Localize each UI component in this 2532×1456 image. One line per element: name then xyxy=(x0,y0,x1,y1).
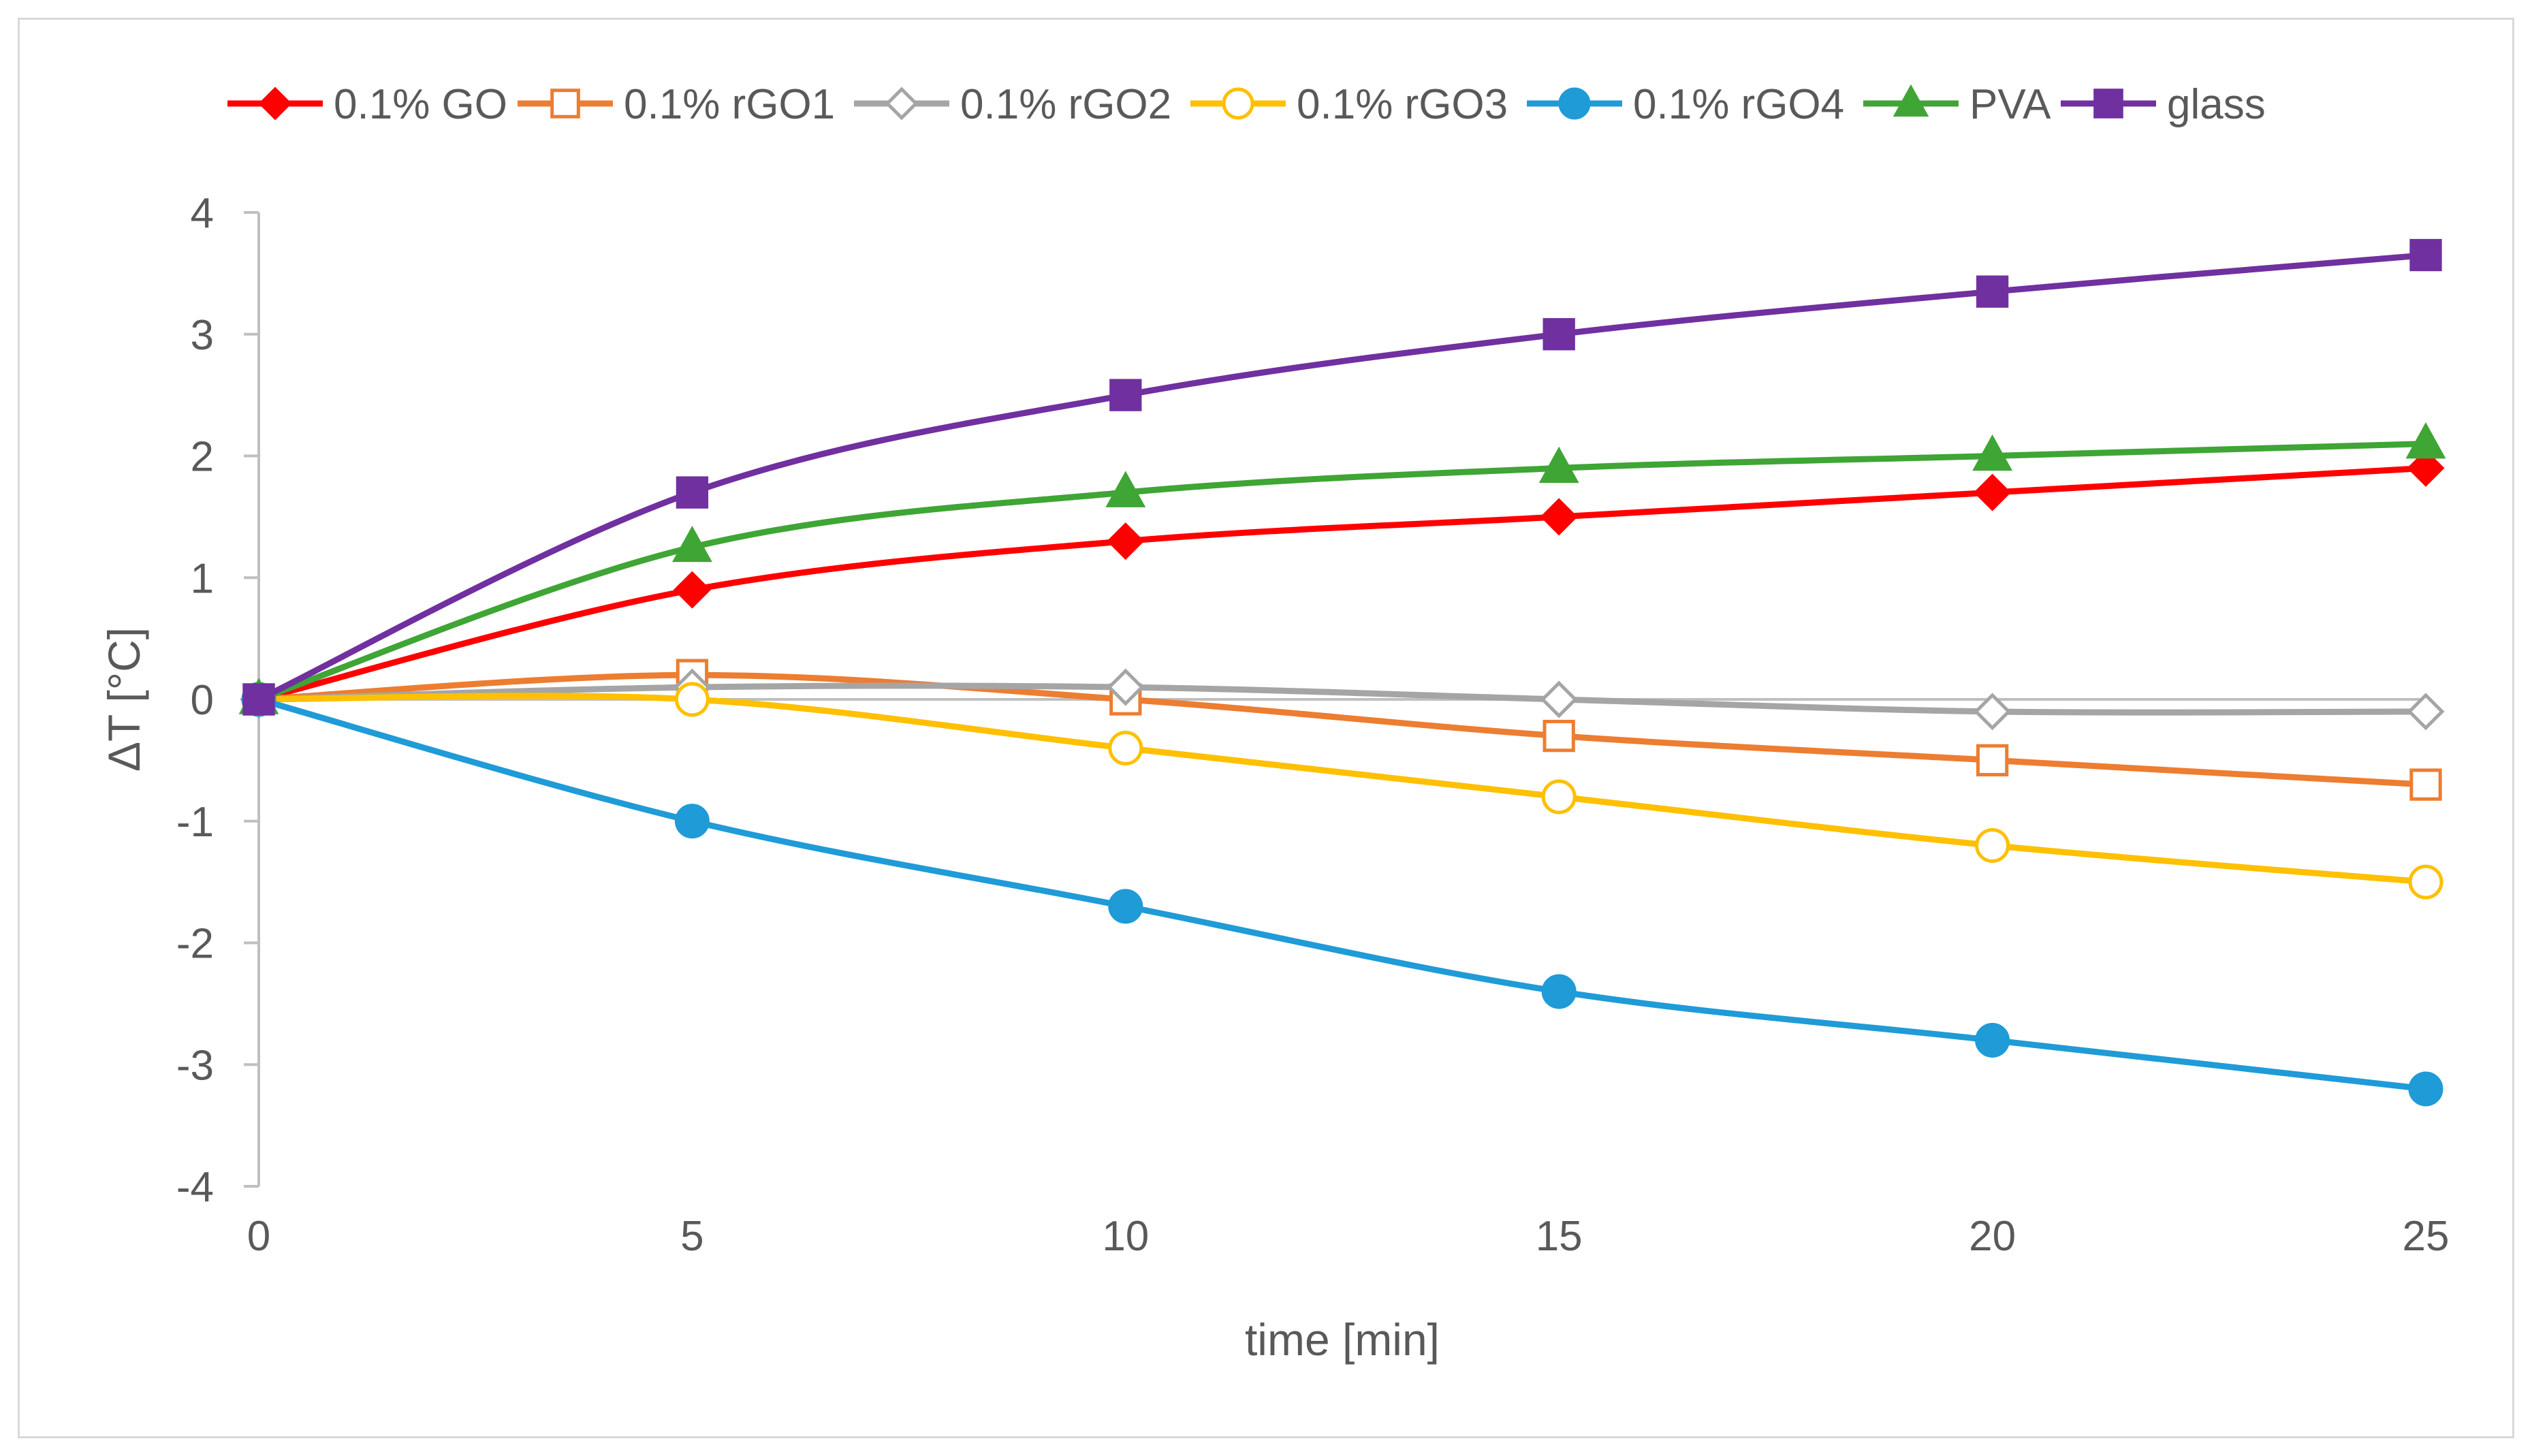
data-point xyxy=(2407,693,2445,731)
y-tick-label: -1 xyxy=(176,799,214,846)
axes: -4 -3 -2 -1 0 1 2 3 4 0 5 10 15 20 25 time [min] ΔT [… xyxy=(99,190,2449,1365)
data-point xyxy=(2407,449,2445,487)
x-tick-label: 0 xyxy=(247,1213,270,1260)
y-tick-label: 0 xyxy=(191,677,214,724)
series-0-1-rgo1 xyxy=(242,659,2442,801)
data-point xyxy=(2408,864,2443,900)
legend-label: 0.1% GO xyxy=(334,81,507,128)
data-point xyxy=(2409,768,2442,801)
data-point xyxy=(1540,498,1578,536)
data-point xyxy=(671,525,712,563)
data-point xyxy=(1540,680,1578,718)
y-tick-label: 2 xyxy=(191,434,214,481)
legend-item-0-1-rgo2: 0.1% rGO2 xyxy=(854,81,1171,128)
data-point xyxy=(1976,744,2009,777)
legend-item-glass: glass xyxy=(2061,81,2266,128)
legend-item-pva: PVA xyxy=(1863,81,2051,128)
data-point xyxy=(1538,446,1579,484)
legend-marker xyxy=(258,86,292,121)
legend-marker xyxy=(550,89,580,118)
y-tick-label: -3 xyxy=(176,1042,214,1089)
data-point xyxy=(1542,318,1575,351)
data-point xyxy=(1105,471,1146,507)
series-glass xyxy=(242,238,2442,716)
legend-label: PVA xyxy=(1969,81,2051,128)
y-tick-label: 3 xyxy=(191,312,214,359)
data-point xyxy=(1974,693,2012,731)
series-line xyxy=(258,682,2426,716)
data-point xyxy=(674,682,710,717)
x-tick-label: 5 xyxy=(680,1213,703,1260)
legend-label: 0.1% rGO1 xyxy=(624,81,835,128)
series-line xyxy=(257,252,2426,703)
data-point xyxy=(1972,434,2013,471)
data-point xyxy=(1976,275,2009,308)
legend-label: glass xyxy=(2167,81,2266,128)
data-point xyxy=(673,571,711,609)
data-point xyxy=(2408,1071,2443,1107)
series-layer xyxy=(238,238,2446,1107)
data-point xyxy=(1108,889,1143,924)
chart-area xyxy=(18,18,2514,1438)
data-point xyxy=(1107,522,1145,560)
series-line xyxy=(258,693,2426,885)
legend-item-0-1-rgo4: 0.1% rGO4 xyxy=(1527,81,1844,128)
data-point xyxy=(1108,731,1143,765)
data-point xyxy=(1107,668,1145,706)
data-point xyxy=(1974,473,2012,511)
y-axis-ticks: -4 -3 -2 -1 0 1 2 3 4 xyxy=(176,190,259,1211)
legend-item-0-1-go: 0.1% GO xyxy=(227,81,507,128)
data-point xyxy=(1542,719,1575,753)
legend-marker xyxy=(2093,89,2123,118)
data-point xyxy=(1975,1023,2010,1058)
x-axis-ticks: 0 5 10 15 20 25 xyxy=(247,699,2450,1260)
series-line xyxy=(257,464,2426,703)
y-tick-label: 1 xyxy=(191,555,214,602)
legend-item-0-1-rgo1: 0.1% rGO1 xyxy=(518,81,835,128)
data-point xyxy=(2409,238,2442,272)
y-axis-label: ΔT [°C] xyxy=(99,627,149,772)
x-axis-label: time [min] xyxy=(1245,1314,1440,1365)
data-point xyxy=(674,804,710,839)
series-line xyxy=(257,696,2426,1092)
data-point xyxy=(676,476,709,509)
data-point xyxy=(1975,828,2010,863)
data-point xyxy=(1541,974,1577,1009)
legend-marker xyxy=(1222,87,1254,120)
y-tick-label: 4 xyxy=(191,190,214,237)
x-tick-label: 20 xyxy=(1969,1213,2016,1260)
legend-marker xyxy=(885,86,919,121)
data-point xyxy=(1541,779,1577,814)
legend-item-0-1-rgo3: 0.1% rGO3 xyxy=(1190,81,1508,128)
legend-marker xyxy=(1558,87,1591,120)
series-0-1-rgo3 xyxy=(241,682,2443,900)
legend-marker xyxy=(1893,84,1929,117)
data-point xyxy=(2405,422,2446,459)
legend-label: 0.1% rGO2 xyxy=(960,81,1171,128)
data-point xyxy=(1109,379,1142,411)
legend-label: 0.1% rGO4 xyxy=(1633,81,1844,128)
series-pva xyxy=(238,422,2446,714)
x-tick-label: 10 xyxy=(1102,1213,1149,1260)
series-line xyxy=(258,671,2426,788)
legend-label: 0.1% rGO3 xyxy=(1297,81,1508,128)
series-line xyxy=(257,441,2426,703)
legend: 0.1% GO 0.1% rGO1 0.1% rGO2 0.1% rGO3 0.1% r… xyxy=(227,81,2266,128)
y-tick-label: -2 xyxy=(176,921,214,968)
x-tick-label: 25 xyxy=(2403,1213,2450,1260)
data-point xyxy=(242,683,275,716)
x-tick-label: 15 xyxy=(1536,1213,1583,1260)
y-tick-label: -4 xyxy=(176,1164,214,1211)
series-0-1-rgo4 xyxy=(241,682,2443,1107)
